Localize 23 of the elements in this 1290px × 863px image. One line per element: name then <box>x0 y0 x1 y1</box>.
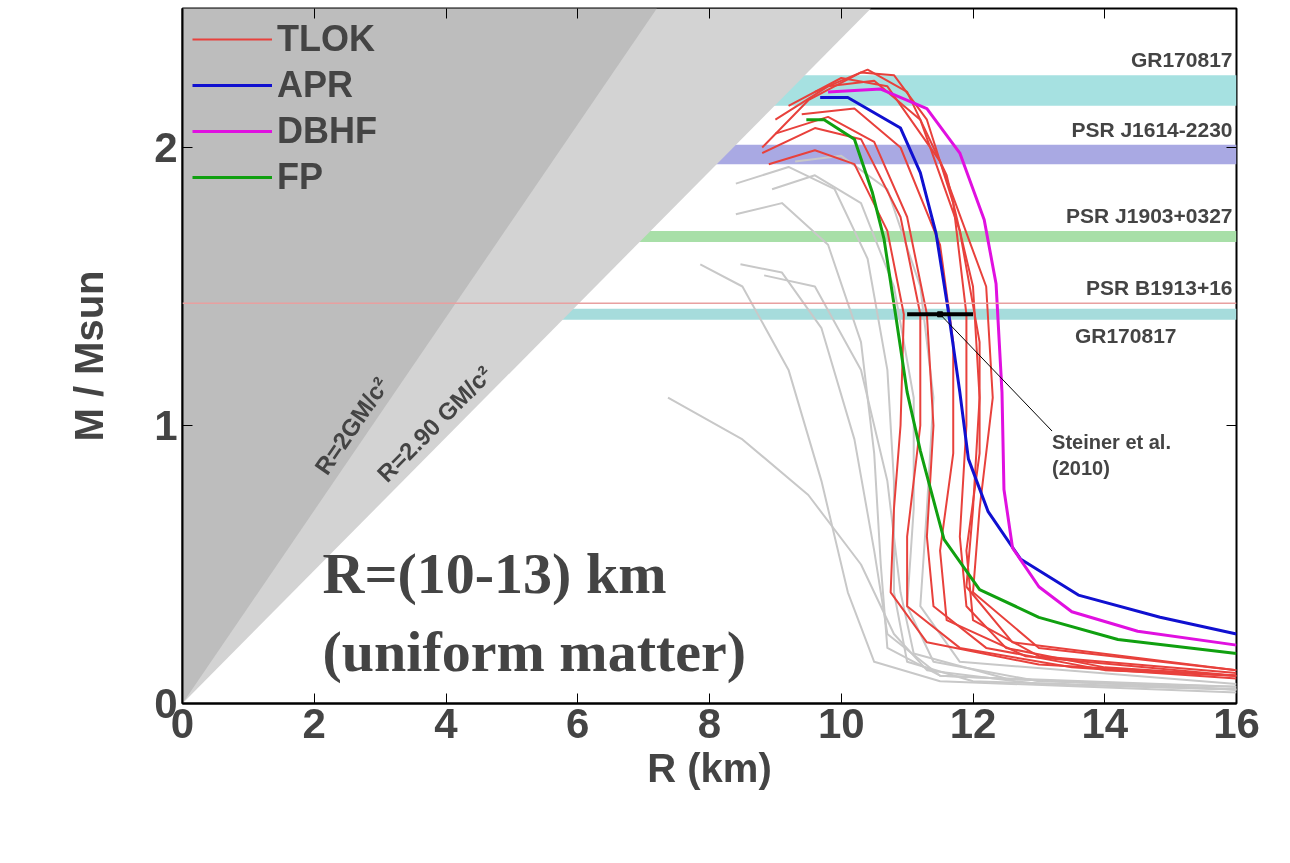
y-tick-label: 1 <box>154 402 178 449</box>
annotation: R=(10-13) km (uniform matter) <box>322 540 747 684</box>
x-tick-label: 6 <box>566 699 590 747</box>
legend-label: DBHF <box>277 110 377 152</box>
annotation: Steiner et al. (2010) <box>1052 431 1171 480</box>
y-tick-label: 2 <box>154 124 178 171</box>
band-label: GR170817 <box>1130 48 1233 72</box>
x-axis-title: R (km) <box>647 745 772 790</box>
y-axis-title: M / Msun <box>67 270 112 442</box>
x-tick-label: 10 <box>817 699 865 747</box>
x-tick-label: 12 <box>949 699 997 747</box>
legend-label: FP <box>277 156 324 198</box>
x-tick-label: 4 <box>434 699 459 747</box>
ref-line-label: PSR B1913+16 <box>1085 276 1233 300</box>
x-tick-label: 2 <box>302 699 326 747</box>
x-tick-label: 14 <box>1081 699 1129 747</box>
x-tick-label: 16 <box>1213 699 1260 747</box>
legend-label: TLOK <box>277 18 375 60</box>
band-label: GR170817 <box>1074 323 1177 347</box>
legend-label: APR <box>277 64 354 106</box>
band-label: PSR J1903+0327 <box>1066 203 1233 227</box>
band-label: PSR J1614-2230 <box>1071 117 1233 141</box>
x-tick-label: 8 <box>697 699 722 747</box>
